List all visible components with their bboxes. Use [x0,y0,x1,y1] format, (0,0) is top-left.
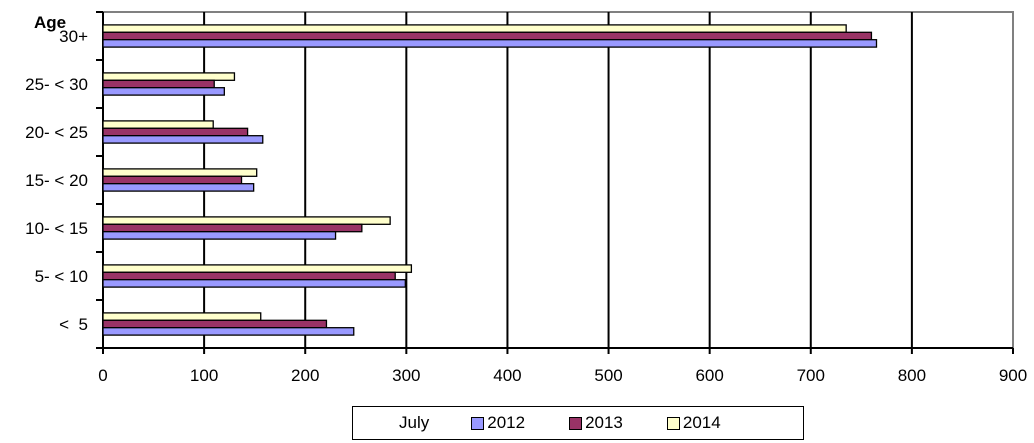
bar-2014 [102,312,262,321]
bar-2012 [102,231,337,240]
x-tick-label: 600 [695,366,723,385]
x-tick-label: 800 [898,366,926,385]
legend-item-2012: 2012 [471,413,525,433]
bar-2012 [102,39,878,48]
x-tick-label: 200 [291,366,319,385]
bar-2014 [102,216,391,225]
x-tick-label: 500 [594,366,622,385]
bar-2012 [102,327,355,336]
legend-swatch-2014 [666,416,680,430]
y-tick-label: 15- < 20 [25,171,88,190]
legend-title: July [399,413,430,432]
chart-legend: July 2012 2013 2014 [352,406,804,440]
legend-swatch-2012 [471,416,485,430]
bar-2014 [102,264,413,273]
bar-2012 [102,183,255,192]
y-tick-label: 25- < 30 [25,75,88,94]
bar-2013 [102,79,215,89]
bar-2013 [102,271,396,281]
legend-label-2012: 2012 [487,413,526,432]
legend-item-2014: 2014 [666,413,721,433]
legend-label-2014: 2014 [682,413,721,432]
x-tick-label: 0 [98,366,107,385]
bar-2013 [102,223,363,233]
y-tick-label: < 5 [59,315,88,334]
x-tick-label: 100 [190,366,218,385]
bar-chart: Age 0 100 200 300 400 500 600 700 800 900 30+ 25- <… [25,11,1027,385]
bar-2014 [102,120,214,129]
x-tick-label: 900 [999,366,1027,385]
legend-swatch-2013 [569,416,583,430]
y-tick-label: 10- < 15 [25,219,88,238]
bar-2013 [102,127,249,137]
bar-2014 [102,168,258,177]
y-tick-label: 5- < 10 [35,267,88,286]
bar-2014 [102,72,236,81]
bar-2013 [102,175,243,185]
bar-2012 [102,279,406,288]
y-tick-label: 20- < 25 [25,123,88,142]
legend-label-2013: 2013 [585,413,623,432]
y-axis-title: Age [34,13,66,32]
legend-item-2013: 2013 [569,413,623,433]
x-tick-label: 400 [493,366,521,385]
bar-2014 [102,24,847,33]
bar-2012 [102,87,225,96]
bar-2012 [102,135,264,144]
y-tick-label: 30+ [59,27,88,46]
x-tick-label: 700 [797,366,825,385]
bar-2013 [102,31,873,41]
x-tick-label: 300 [392,366,420,385]
bar-2013 [102,319,328,329]
